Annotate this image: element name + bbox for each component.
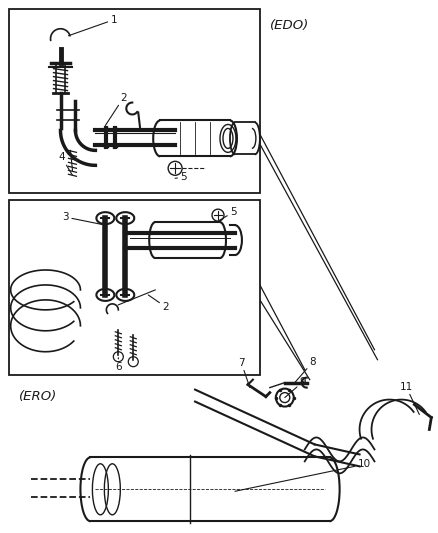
Text: (EDO): (EDO) [270,19,309,32]
Text: 11: 11 [399,382,419,415]
Text: (ERO): (ERO) [19,390,57,402]
Text: 10: 10 [235,459,371,491]
Text: 9: 9 [285,377,306,398]
Bar [9,9,260,193]
Text: 5: 5 [175,172,187,182]
Text: 2: 2 [148,295,169,312]
Bar [9,200,260,375]
Text: 7: 7 [238,358,250,387]
Text: 8: 8 [295,357,316,383]
Text: 2: 2 [106,93,127,125]
Text: 5: 5 [218,207,237,221]
Text: 1: 1 [68,15,117,36]
Text: 6: 6 [115,358,122,372]
Text: 4: 4 [59,152,72,175]
Text: 3: 3 [63,212,106,225]
